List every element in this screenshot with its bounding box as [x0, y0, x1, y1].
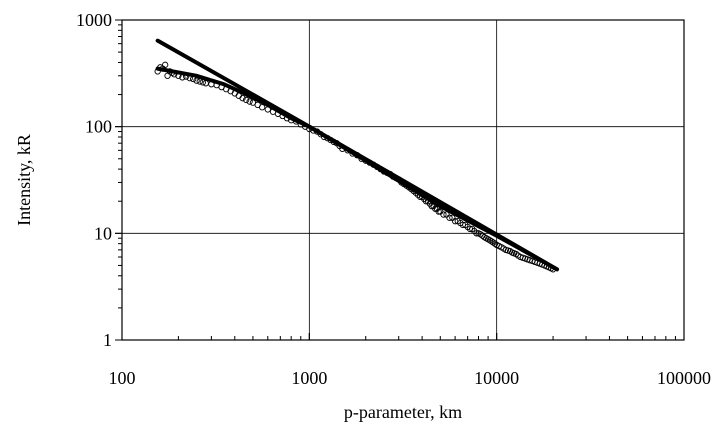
data-point: [243, 96, 250, 104]
grid: [122, 20, 684, 340]
plot-frame: [121, 19, 685, 341]
data-point: [193, 77, 200, 84]
y-axis-title: Intensity, kR: [14, 134, 34, 226]
y-tick-label: 10: [94, 223, 112, 243]
data-layer: [154, 61, 557, 273]
data-point: [246, 98, 253, 105]
data-point: [162, 61, 169, 68]
data-point: [477, 231, 484, 238]
data-point: [440, 211, 447, 218]
y-tick-label: 100: [85, 117, 112, 137]
data-point: [446, 214, 453, 221]
x-tick-label: 10000: [474, 368, 519, 388]
x-axis-title: p-parameter, km: [344, 402, 462, 422]
y-tick-labels: 1 10 100 1000: [76, 10, 112, 350]
fit-line-2: [155, 66, 560, 272]
data-point: [469, 225, 476, 233]
data-point: [435, 208, 442, 215]
minor-ticks: [115, 19, 685, 341]
x-tick-label: 100000: [657, 368, 711, 388]
data-point: [259, 104, 266, 111]
x-tick-label: 100: [109, 368, 136, 388]
y-tick-label: 1: [103, 330, 112, 350]
y-tick-label: 1000: [76, 10, 112, 30]
data-point: [473, 230, 480, 237]
data-point: [239, 95, 246, 102]
data-point: [512, 250, 520, 258]
x-tick-labels: 100 1000 10000 100000: [109, 368, 712, 388]
x-tick-label: 1000: [291, 368, 327, 388]
fit-lines: [155, 38, 560, 272]
